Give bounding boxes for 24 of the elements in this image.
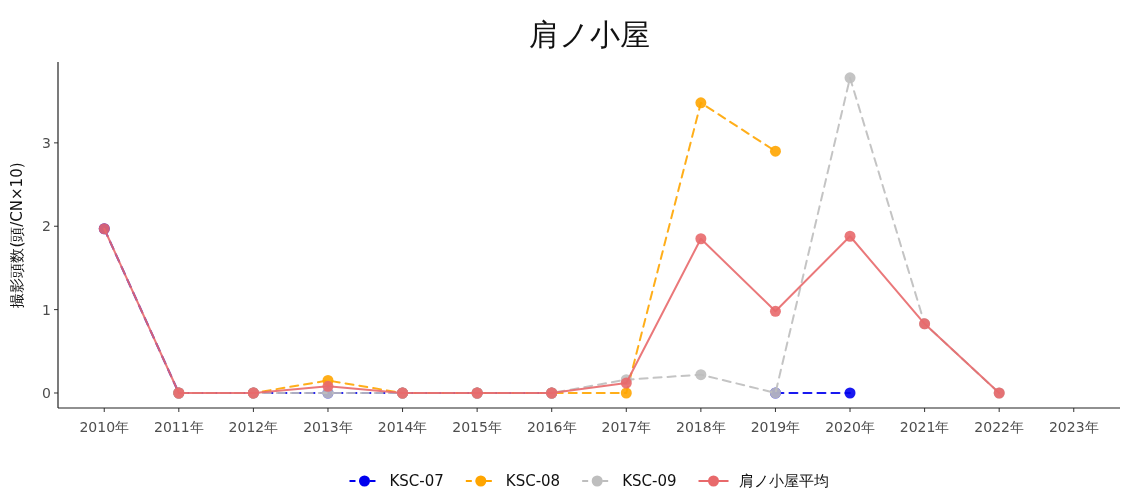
y-tick-label: 0 <box>42 384 51 401</box>
x-tick-label: 2014年 <box>377 419 428 435</box>
x-tick-label: 2021年 <box>899 419 950 435</box>
x-tick-label: 2015年 <box>452 419 502 435</box>
y-tick-label: 3 <box>42 134 51 151</box>
x-tick-label: 2023年 <box>1048 419 1099 435</box>
x-tick-label: 2017年 <box>601 419 652 435</box>
x-tick-label: 2022年 <box>974 419 1024 435</box>
title: 肩ノ小屋 <box>528 17 650 52</box>
x-tick-label: 2016年 <box>526 419 577 435</box>
y-tick-label: 1 <box>42 301 51 318</box>
x-tick-label: 2012年 <box>228 419 279 435</box>
y-tick-label: 2 <box>42 218 51 235</box>
legend-label: KSC-09 <box>622 472 677 490</box>
ylabel: 撮影頭数(頭/CN×10) <box>8 162 26 308</box>
x-tick-label: 2010年 <box>79 419 130 435</box>
x-tick-label: 2020年 <box>825 419 875 435</box>
x-tick-label: 2013年 <box>303 419 353 435</box>
x-tick-label: 2019年 <box>750 419 801 435</box>
x-tick-label: 2011年 <box>154 419 204 435</box>
legend-label: 肩ノ小屋平均 <box>738 472 829 490</box>
legend-label: KSC-08 <box>505 472 561 490</box>
legend-label: KSC-07 <box>389 472 444 490</box>
x-tick-label: 2018年 <box>676 419 726 435</box>
